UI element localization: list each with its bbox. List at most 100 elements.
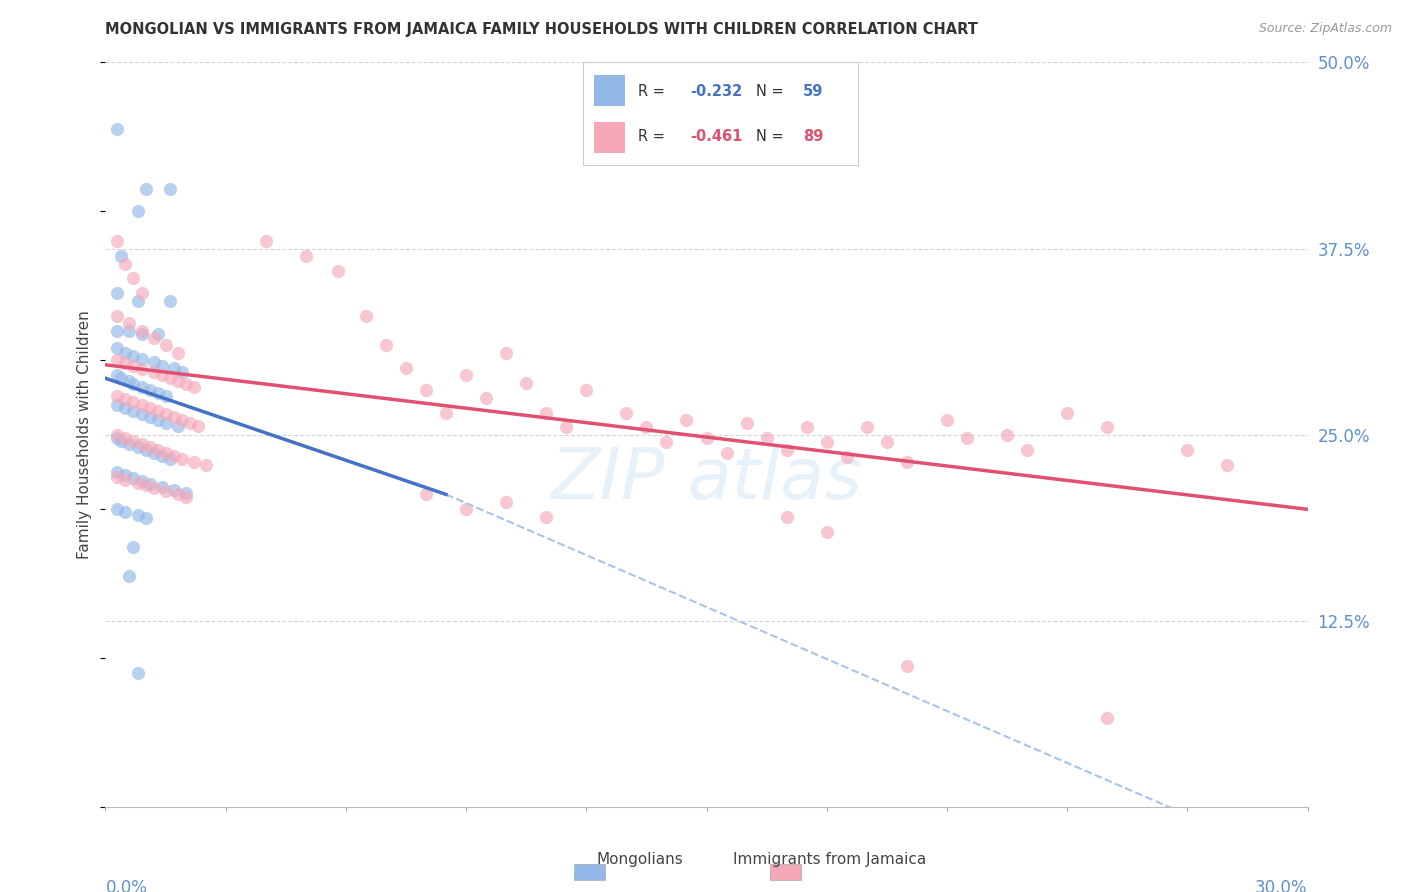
- Point: [135, 442, 157, 457]
- Text: -0.461: -0.461: [690, 128, 742, 144]
- Point: [146, 386, 169, 401]
- Point: [114, 401, 136, 415]
- Point: [170, 413, 193, 427]
- Point: [170, 365, 193, 379]
- Text: Source: ZipAtlas.com: Source: ZipAtlas.com: [1258, 22, 1392, 36]
- Point: [122, 540, 145, 554]
- Point: [150, 368, 173, 383]
- Text: Immigrants from Jamaica: Immigrants from Jamaica: [733, 852, 927, 867]
- Point: [114, 346, 136, 360]
- Point: [1097, 420, 1119, 434]
- Point: [114, 356, 136, 370]
- Point: [118, 374, 141, 388]
- Point: [415, 487, 437, 501]
- Point: [118, 569, 141, 583]
- Point: [107, 469, 129, 483]
- Point: [1216, 458, 1239, 472]
- Point: [170, 451, 193, 466]
- Point: [142, 355, 165, 369]
- Point: [162, 483, 184, 497]
- Point: [146, 413, 169, 427]
- Point: [118, 324, 141, 338]
- Point: [131, 324, 153, 338]
- Point: [155, 446, 177, 460]
- Point: [555, 420, 578, 434]
- Point: [138, 440, 160, 454]
- Point: [835, 450, 858, 465]
- Point: [354, 309, 377, 323]
- Point: [110, 249, 132, 263]
- Point: [114, 392, 136, 406]
- Point: [183, 380, 205, 394]
- Point: [107, 342, 129, 356]
- Point: [122, 395, 145, 409]
- Point: [131, 362, 153, 376]
- Point: [155, 484, 177, 499]
- Point: [876, 435, 898, 450]
- Point: [855, 420, 877, 434]
- Point: [896, 455, 918, 469]
- Text: 0.0%: 0.0%: [105, 879, 148, 892]
- Point: [326, 264, 349, 278]
- Point: [454, 368, 477, 383]
- Point: [107, 398, 129, 412]
- Point: [796, 420, 818, 434]
- Point: [107, 286, 129, 301]
- Point: [194, 458, 217, 472]
- Point: [114, 468, 136, 483]
- Point: [776, 442, 799, 457]
- Point: [755, 431, 778, 445]
- Point: [1177, 442, 1199, 457]
- Point: [127, 475, 149, 490]
- Point: [575, 383, 598, 397]
- Point: [135, 182, 157, 196]
- Point: [107, 428, 129, 442]
- Point: [815, 524, 838, 539]
- Point: [415, 383, 437, 397]
- Point: [107, 431, 129, 445]
- Point: [166, 487, 188, 501]
- Point: [162, 449, 184, 463]
- Point: [1017, 442, 1039, 457]
- Point: [107, 309, 129, 323]
- Point: [131, 286, 153, 301]
- Point: [107, 234, 129, 248]
- Point: [155, 389, 177, 403]
- Text: 89: 89: [803, 128, 823, 144]
- Point: [995, 428, 1018, 442]
- Text: 59: 59: [803, 84, 823, 99]
- Point: [159, 293, 181, 308]
- Point: [138, 477, 160, 491]
- Bar: [595, 75, 624, 105]
- Point: [534, 509, 557, 524]
- Point: [131, 474, 153, 488]
- Point: [896, 658, 918, 673]
- Text: MONGOLIAN VS IMMIGRANTS FROM JAMAICA FAMILY HOUSEHOLDS WITH CHILDREN CORRELATION: MONGOLIAN VS IMMIGRANTS FROM JAMAICA FAM…: [105, 22, 979, 37]
- Point: [174, 486, 197, 500]
- Point: [155, 338, 177, 352]
- Point: [174, 491, 197, 505]
- Point: [118, 437, 141, 451]
- Point: [122, 359, 145, 374]
- Point: [150, 359, 173, 374]
- Point: [696, 431, 718, 445]
- Point: [122, 271, 145, 285]
- Point: [127, 666, 149, 681]
- Point: [159, 451, 181, 466]
- Point: [815, 435, 838, 450]
- Point: [122, 377, 145, 392]
- Point: [107, 389, 129, 403]
- Point: [142, 365, 165, 379]
- Point: [135, 478, 157, 492]
- Point: [374, 338, 398, 352]
- Point: [127, 508, 149, 523]
- Point: [395, 360, 418, 375]
- Point: [434, 405, 457, 419]
- Point: [138, 401, 160, 415]
- Point: [146, 442, 169, 457]
- Point: [159, 182, 181, 196]
- Point: [142, 446, 165, 460]
- Point: [127, 440, 149, 454]
- Point: [114, 473, 136, 487]
- Point: [114, 256, 136, 270]
